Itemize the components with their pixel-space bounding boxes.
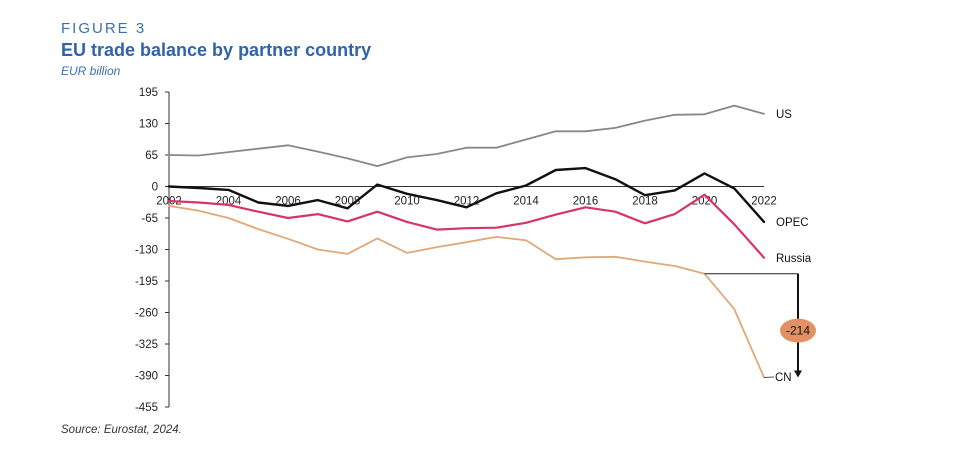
x-tick-label: 2022 <box>751 196 777 208</box>
series-label-opec: OPEC <box>776 217 809 229</box>
series-line-cn <box>168 204 765 379</box>
y-tick-label: 130 <box>139 119 158 131</box>
chart-subtitle: EUR billion <box>61 64 121 78</box>
y-tick-label: -390 <box>135 371 158 383</box>
x-tick-label: 2010 <box>394 196 420 208</box>
y-tick-label: 0 <box>152 182 158 194</box>
y-tick-label: -260 <box>135 308 158 320</box>
series-label-cn: CN <box>775 372 792 384</box>
y-tick-label: 65 <box>145 150 158 162</box>
series-line-russia <box>167 193 766 259</box>
line-chart: 195130650-65-130-195-260-325-390-4552002… <box>135 87 816 414</box>
annotation-arrow-head <box>794 370 802 378</box>
figure-label: FIGURE 3 <box>61 20 147 37</box>
annotation-badge <box>780 318 816 343</box>
x-tick-label: 2018 <box>632 196 658 208</box>
y-tick-label: -325 <box>135 339 158 351</box>
y-tick-label: -65 <box>141 213 158 225</box>
y-tick-label: -130 <box>135 245 158 257</box>
series-line-opec <box>167 166 766 224</box>
x-tick-label: 2014 <box>513 196 539 208</box>
chart-title: EU trade balance by partner country <box>61 40 372 60</box>
series-line-us <box>168 104 765 168</box>
series-label-us: US <box>776 109 792 121</box>
series-label-russia: Russia <box>776 253 812 265</box>
y-tick-label: 195 <box>139 87 158 99</box>
y-tick-label: -195 <box>135 276 158 288</box>
x-tick-label: 2016 <box>573 196 599 208</box>
source-note: Source: Eurostat, 2024. <box>61 424 182 436</box>
y-tick-label: -455 <box>135 402 158 414</box>
annotation-label: -214 <box>786 324 810 338</box>
